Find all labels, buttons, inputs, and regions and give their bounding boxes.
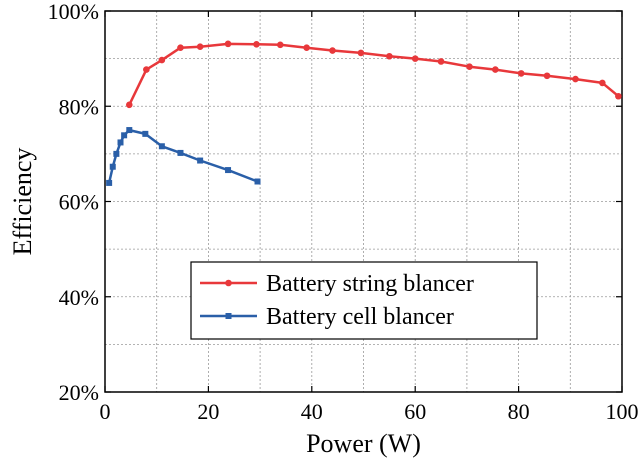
legend-entry: Battery string blancer (200, 271, 474, 297)
legend-box (190, 261, 538, 340)
y-tick-label: 80% (59, 94, 99, 119)
data-point (329, 47, 336, 54)
data-point (543, 72, 551, 80)
data-point (106, 179, 113, 186)
y-tick-label: 100% (48, 0, 99, 24)
data-point (142, 130, 149, 137)
legend-marker (225, 313, 232, 319)
data-point (517, 70, 525, 77)
series-2 (106, 127, 261, 186)
legend: Battery string blancer Battery cell blanc… (190, 261, 538, 340)
data-point (492, 66, 499, 73)
data-point (158, 143, 165, 150)
data-point (276, 41, 284, 49)
legend-label: Battery cell blancer (266, 304, 454, 330)
data-point (411, 55, 419, 62)
data-point (599, 79, 606, 87)
x-tick-label: 20 (197, 399, 219, 424)
data-point (109, 163, 116, 170)
x-tick-label: 80 (508, 399, 530, 424)
x-tick-label: 60 (404, 399, 426, 424)
data-point (177, 149, 184, 156)
data-point (466, 63, 473, 71)
data-point (303, 44, 310, 51)
data-point (615, 92, 622, 100)
data-point (121, 132, 128, 139)
data-point (253, 41, 260, 48)
axis-ticks: 0 20 40 60 80 100 20% 40% 60% 80% 100% (48, 0, 639, 424)
data-point (386, 52, 393, 60)
data-point (224, 40, 232, 48)
data-point (143, 66, 150, 73)
legend-label: Battery string blancer (266, 271, 474, 297)
legend-entry: Battery cell blancer (200, 304, 454, 330)
data-point (113, 150, 120, 157)
data-point (117, 139, 124, 146)
y-tick-label: 20% (59, 380, 99, 405)
y-tick-label: 60% (59, 190, 99, 215)
data-point (437, 58, 445, 65)
data-point (158, 56, 166, 64)
series-line (107, 128, 258, 184)
x-tick-label: 40 (301, 399, 323, 424)
x-tick-label: 0 (100, 399, 111, 424)
data-point (126, 127, 133, 134)
y-tick-label: 40% (59, 285, 99, 310)
data-point (254, 178, 261, 185)
y-axis-title: Efficiency (8, 148, 37, 256)
data-point (357, 49, 365, 57)
data-point (225, 167, 232, 174)
legend-marker (225, 279, 232, 287)
x-tick-label: 100 (606, 399, 639, 424)
data-point (572, 75, 579, 83)
data-point (177, 44, 184, 51)
data-point (125, 101, 133, 109)
series-lines (106, 40, 622, 186)
series-1 (125, 40, 622, 109)
x-axis-title: Power (W) (306, 429, 421, 458)
data-point (196, 43, 204, 51)
data-point (197, 157, 204, 164)
